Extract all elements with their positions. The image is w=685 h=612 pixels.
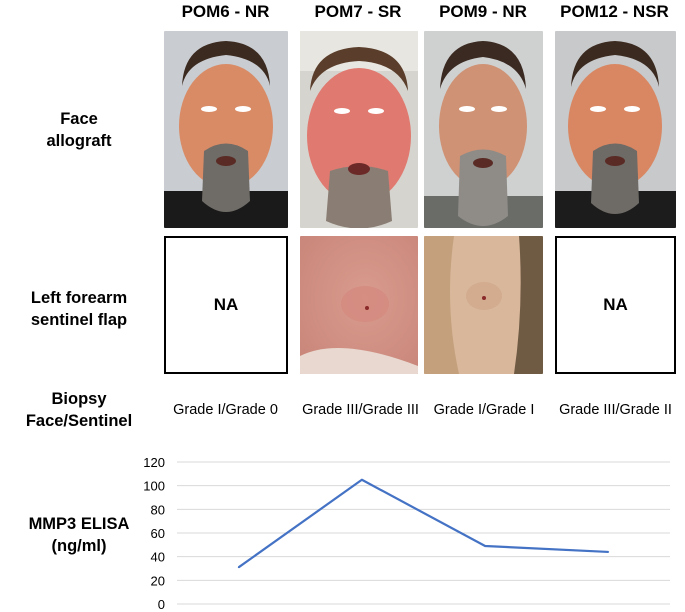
- y-tick-label: 0: [158, 597, 165, 612]
- face-photo-pom9: [424, 31, 543, 228]
- row-label-biopsy-line1: Biopsy: [51, 390, 107, 408]
- column-title-pom12: POM12 - NSR: [560, 2, 669, 21]
- data-point-pom6-nr: [237, 566, 240, 569]
- column-title-pom7: POM7 - SR: [314, 2, 402, 21]
- row-label-face-allograft: Face allograft: [0, 108, 158, 152]
- na-label: NA: [213, 295, 239, 314]
- sentinel-na-box-pom12: NA: [555, 236, 676, 374]
- face-photo-pom7: [300, 31, 418, 228]
- biopsy-grade-pom7: Grade III/Grade III: [302, 402, 419, 418]
- row-label-elisa-line1: MMP3 ELISA: [28, 515, 130, 533]
- sentinel-photo-pom9: [424, 236, 543, 374]
- row-label-elisa-line2: (ng/ml): [51, 537, 107, 555]
- face-photo-pom12: [555, 31, 676, 228]
- mmp3-elisa-chart: 0 20 40 60 80 100 120: [143, 455, 670, 612]
- y-tick-label: 40: [151, 550, 165, 565]
- biopsy-grade-pom9: Grade I/Grade I: [433, 402, 535, 418]
- na-label: NA: [603, 295, 628, 314]
- row-label-sentinel-line2: sentinel flap: [30, 311, 128, 329]
- biopsy-grade-pom12: Grade III/Grade II: [559, 402, 672, 418]
- column-title-pom6: POM6 - NR: [181, 2, 270, 21]
- row-label-sentinel-flap: Left forearm sentinel flap: [0, 287, 158, 331]
- column-title-pom9: POM9 - NR: [439, 2, 527, 21]
- y-tick-label: 20: [151, 573, 165, 588]
- row-label-face-line2: allograft: [46, 132, 112, 150]
- y-tick-label: 60: [151, 526, 165, 541]
- data-point-pom12-nsr: [607, 551, 610, 553]
- y-tick-label: 100: [143, 479, 165, 494]
- row-label-biopsy-line2: Face/Sentinel: [25, 412, 133, 430]
- data-point-pom9-nr: [484, 545, 486, 547]
- series-line-0: [237, 478, 609, 569]
- data-point-pom7-sr: [361, 478, 363, 481]
- row-label-elisa: MMP3 ELISA (ng/ml): [0, 513, 158, 557]
- row-label-face-line1: Face: [60, 110, 98, 128]
- sentinel-photo-pom7: [300, 236, 418, 374]
- row-label-biopsy: Biopsy Face/Sentinel: [0, 388, 158, 432]
- biopsy-grade-pom6: Grade I/Grade 0: [173, 402, 278, 418]
- face-photo-pom6: [164, 31, 288, 228]
- row-label-sentinel-line1: Left forearm: [30, 289, 128, 307]
- y-tick-label: 80: [151, 502, 165, 517]
- sentinel-na-box-pom6: NA: [164, 236, 288, 374]
- y-tick-label: 120: [143, 455, 165, 470]
